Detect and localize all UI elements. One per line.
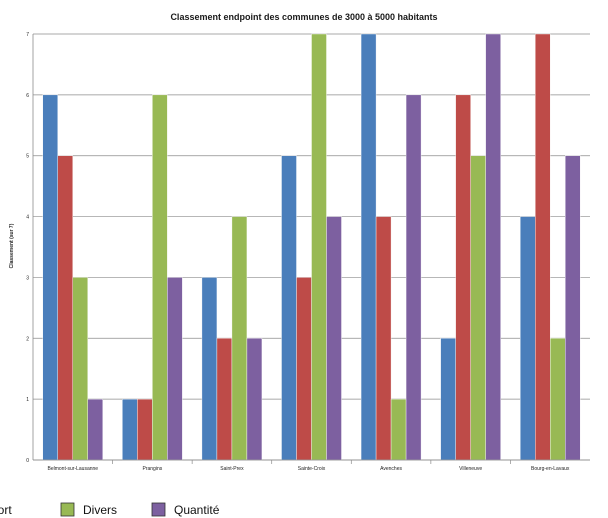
- legend-label: port: [0, 503, 12, 517]
- bar: [246, 338, 263, 461]
- x-tick-label: Bourg-en-Lavaux: [531, 466, 570, 472]
- bar: [87, 398, 103, 461]
- bar: [550, 338, 566, 461]
- y-tick-label: 4: [26, 215, 29, 221]
- legend-label: Quantité: [174, 503, 220, 517]
- y-tick-label: 3: [26, 275, 29, 281]
- bar: [520, 216, 536, 461]
- bar: [470, 155, 486, 461]
- bar: [152, 94, 168, 461]
- bar: [565, 155, 581, 461]
- bar: [535, 33, 551, 461]
- bar: [122, 398, 138, 461]
- bar: [455, 94, 471, 461]
- bars: [42, 33, 581, 461]
- bar: [375, 216, 392, 461]
- bar: [231, 216, 248, 461]
- y-tick-label: 5: [26, 154, 29, 160]
- bar: [167, 277, 183, 461]
- bar: [281, 155, 297, 461]
- chart-title: Classement endpoint des communes de 3000…: [170, 12, 437, 22]
- tick-labels: 0 1 2 3 4 5 6 7 Belmont-sur-Lausanne Prangins Sain…: [26, 32, 570, 472]
- bar: [311, 33, 327, 461]
- x-tick-label: Saint-Prex: [220, 466, 244, 472]
- bar: [390, 398, 407, 461]
- x-tick-label: Avenches: [380, 466, 402, 472]
- y-tick-label: 6: [26, 93, 29, 99]
- bar: [405, 94, 422, 461]
- x-tick-label: Sainte-Croix: [298, 466, 326, 472]
- bar: [72, 277, 88, 461]
- bar: [42, 94, 58, 461]
- y-tick-label: 0: [26, 458, 29, 464]
- legend-label: Divers: [83, 503, 117, 517]
- bar: [360, 33, 377, 461]
- axes: [32, 34, 590, 461]
- bar: [137, 398, 153, 461]
- bar: [57, 155, 73, 461]
- bar: [485, 33, 501, 461]
- x-tick-label: Belmont-sur-Lausanne: [47, 466, 98, 472]
- x-tick-label: Villeneuve: [459, 466, 482, 472]
- bar: [201, 277, 218, 461]
- x-tick-label: Prangins: [142, 466, 162, 472]
- legend-swatch: [60, 502, 75, 517]
- bar: [296, 277, 312, 461]
- legend: port Divers Quantité: [0, 502, 220, 517]
- y-axis-label: Classement (sur 7): [9, 223, 15, 268]
- y-tick-label: 1: [26, 397, 29, 403]
- bar: [216, 338, 233, 461]
- legend-swatch: [151, 502, 166, 517]
- y-tick-label: 7: [26, 32, 29, 38]
- bar: [440, 338, 456, 461]
- bar: [326, 216, 342, 461]
- y-tick-label: 2: [26, 336, 29, 342]
